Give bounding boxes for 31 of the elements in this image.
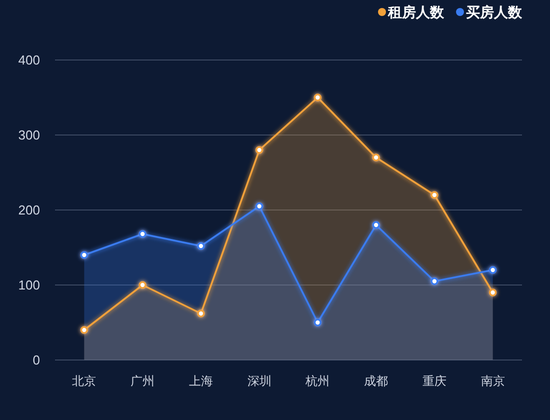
point [430,277,438,286]
y-tick-label: 200 [18,202,40,218]
y-tick-label: 300 [18,128,40,142]
point [80,251,88,259]
y-tick-label: 400 [18,52,40,68]
point [255,146,264,154]
point [488,288,497,296]
point [255,202,264,210]
point [197,242,205,250]
x-tick-label: 上海 [188,374,213,388]
point [372,221,380,229]
x-tick-label: 北京 [72,374,96,388]
point [488,266,497,274]
y-tick-label: 100 [18,278,40,292]
point [372,154,380,162]
point [138,281,146,289]
legend-label: 租房人数 [387,4,445,20]
x-tick-label: 成都 [364,374,388,388]
x-tick-label: 深圳 [247,374,272,388]
point [314,94,322,102]
point [430,191,438,199]
x-tick-label: 广州 [130,374,155,388]
point [314,318,322,326]
x-tick-label: 重庆 [422,374,446,388]
point [138,230,146,238]
legend-label: 买房人数 [466,4,523,20]
point [80,326,88,334]
x-tick-label: 杭州 [304,374,330,388]
point [197,310,205,318]
x-tick-label: 南京 [480,374,505,388]
y-tick-label: 0 [32,352,40,368]
